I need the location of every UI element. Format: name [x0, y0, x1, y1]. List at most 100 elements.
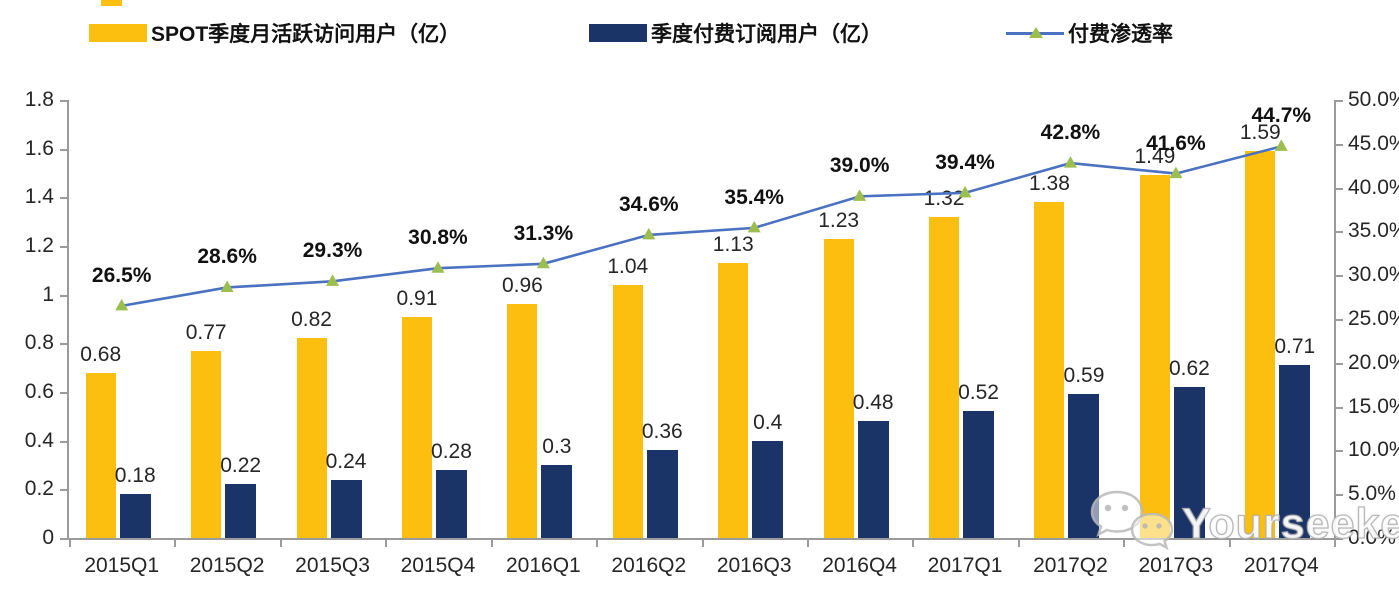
- bar-subs: [541, 465, 573, 538]
- right-axis-line: [1334, 100, 1336, 540]
- left-axis-tick: [60, 343, 67, 346]
- bar-mau: [1139, 175, 1170, 538]
- legend-item-penetration: 付费渗透率: [1006, 18, 1173, 48]
- left-axis-tick-label: 1.6: [24, 136, 54, 160]
- right-axis-tick-label: 15.0%: [1348, 394, 1399, 418]
- right-axis-tick-label: 45.0%: [1348, 131, 1399, 155]
- legend-artifact: [101, 0, 122, 6]
- mau-value-label: 0.68: [80, 342, 122, 366]
- wechat-icon: [1090, 490, 1174, 550]
- bar-mau: [1034, 202, 1065, 538]
- bar-mau: [929, 216, 960, 538]
- x-axis-tick: [596, 540, 599, 547]
- bar-subs: [1279, 365, 1311, 538]
- x-tick-label: 2016Q2: [611, 554, 687, 577]
- right-axis-tick-label: 50.0%: [1348, 88, 1399, 111]
- left-axis-tick: [60, 197, 67, 200]
- mau-value-label: 1.13: [712, 233, 754, 257]
- line-marker-triangle: [326, 274, 340, 286]
- subs-value-label: 0.48: [852, 391, 894, 415]
- penetration-pct-label: 35.4%: [724, 185, 784, 209]
- left-axis-tick: [60, 538, 67, 540]
- penetration-pct-label: 28.6%: [197, 245, 257, 269]
- line-marker-triangle: [1274, 139, 1288, 151]
- legend-item-subs: 季度付费订阅用户（亿）: [589, 18, 882, 48]
- left-axis-tick-label: 1.8: [24, 88, 54, 111]
- right-axis-tick: [1336, 450, 1343, 453]
- x-tick-label: 2017Q2: [1033, 554, 1108, 577]
- left-axis-tick-label: 0: [42, 526, 54, 549]
- left-axis-tick: [60, 148, 67, 151]
- x-tick-label: 2016Q1: [505, 554, 581, 577]
- line-marker-triangle: [1169, 166, 1183, 179]
- penetration-pct-label: 29.3%: [302, 239, 363, 263]
- penetration-legend-label: 付费渗透率: [1068, 23, 1173, 46]
- bar-subs: [1173, 387, 1205, 538]
- right-axis-tick-label: 25.0%: [1348, 307, 1399, 330]
- x-axis-tick: [701, 540, 704, 547]
- right-axis-tick: [1336, 362, 1343, 365]
- legend-triangle-icon: [1029, 27, 1043, 38]
- mau-legend-label: SPOT季度月活跃访问用户（亿）: [151, 23, 461, 46]
- x-axis-tick: [174, 540, 177, 547]
- right-axis-tick: [1336, 231, 1343, 234]
- mau-value-label: 1.23: [818, 208, 860, 232]
- x-tick-label: 2015Q1: [84, 554, 160, 577]
- line-marker-triangle: [115, 298, 129, 311]
- mau-value-label: 0.91: [396, 286, 438, 310]
- line-marker-triangle: [431, 261, 445, 273]
- penetration-pct-label: 39.4%: [935, 150, 995, 174]
- subs-legend-label: 季度付费订阅用户（亿）: [651, 23, 882, 46]
- left-axis-tick: [60, 246, 67, 248]
- left-axis-tick-label: 1: [42, 282, 54, 306]
- right-axis-tick: [1336, 187, 1343, 190]
- penetration-pct-label: 41.6%: [1146, 131, 1206, 155]
- x-axis-tick: [279, 540, 282, 547]
- x-axis-tick: [1017, 540, 1020, 547]
- right-axis-tick-label: 35.0%: [1348, 219, 1399, 243]
- right-axis-tick-label: 0.0%: [1348, 526, 1396, 549]
- subs-value-label: 0.18: [114, 464, 156, 488]
- x-tick-label: 2017Q3: [1138, 554, 1214, 577]
- line-marker-triangle: [220, 280, 234, 292]
- penetration-pct-label: 39.0%: [829, 154, 890, 178]
- mau-legend-swatch: [89, 24, 147, 42]
- line-marker-triangle: [1063, 156, 1077, 168]
- subs-legend-swatch: [589, 24, 647, 42]
- x-tick-label: 2015Q2: [189, 554, 265, 577]
- watermark: Yourseeker: [1088, 488, 1399, 560]
- right-axis-tick-label: 20.0%: [1348, 350, 1399, 374]
- right-axis-tick-label: 10.0%: [1348, 438, 1399, 462]
- penetration-pct-label: 26.5%: [91, 263, 152, 287]
- x-axis-tick: [69, 540, 71, 547]
- bar-subs: [857, 421, 889, 538]
- right-axis-tick: [1336, 143, 1343, 146]
- line-path: [121, 145, 1282, 308]
- x-axis-tick: [1334, 540, 1336, 547]
- x-tick-label: 2015Q4: [400, 554, 476, 577]
- bar-mau: [191, 350, 222, 538]
- x-tick-label: 2015Q3: [295, 554, 370, 577]
- right-axis-tick-label: 5.0%: [1348, 482, 1396, 506]
- line-marker-triangle: [958, 185, 972, 198]
- penetration-pct-label: 31.3%: [513, 221, 574, 245]
- bar-mau: [823, 238, 854, 538]
- subs-value-label: 0.52: [958, 381, 999, 405]
- bar-mau: [296, 338, 327, 538]
- left-axis-tick: [60, 294, 67, 297]
- penetration-pct-label: 30.8%: [408, 226, 468, 250]
- line-marker-triangle: [536, 256, 550, 269]
- subs-value-label: 0.22: [220, 454, 262, 478]
- bar-mau: [85, 372, 116, 538]
- x-tick-label: 2016Q4: [822, 554, 897, 577]
- x-axis-tick: [912, 540, 915, 547]
- subs-value-label: 0.4: [753, 410, 783, 434]
- left-axis-tick: [60, 440, 67, 443]
- right-axis-tick: [1336, 275, 1343, 278]
- x-axis-tick: [1228, 540, 1231, 547]
- left-axis-line: [67, 100, 69, 540]
- x-axis-tick: [806, 540, 809, 547]
- bar-mau: [718, 263, 749, 538]
